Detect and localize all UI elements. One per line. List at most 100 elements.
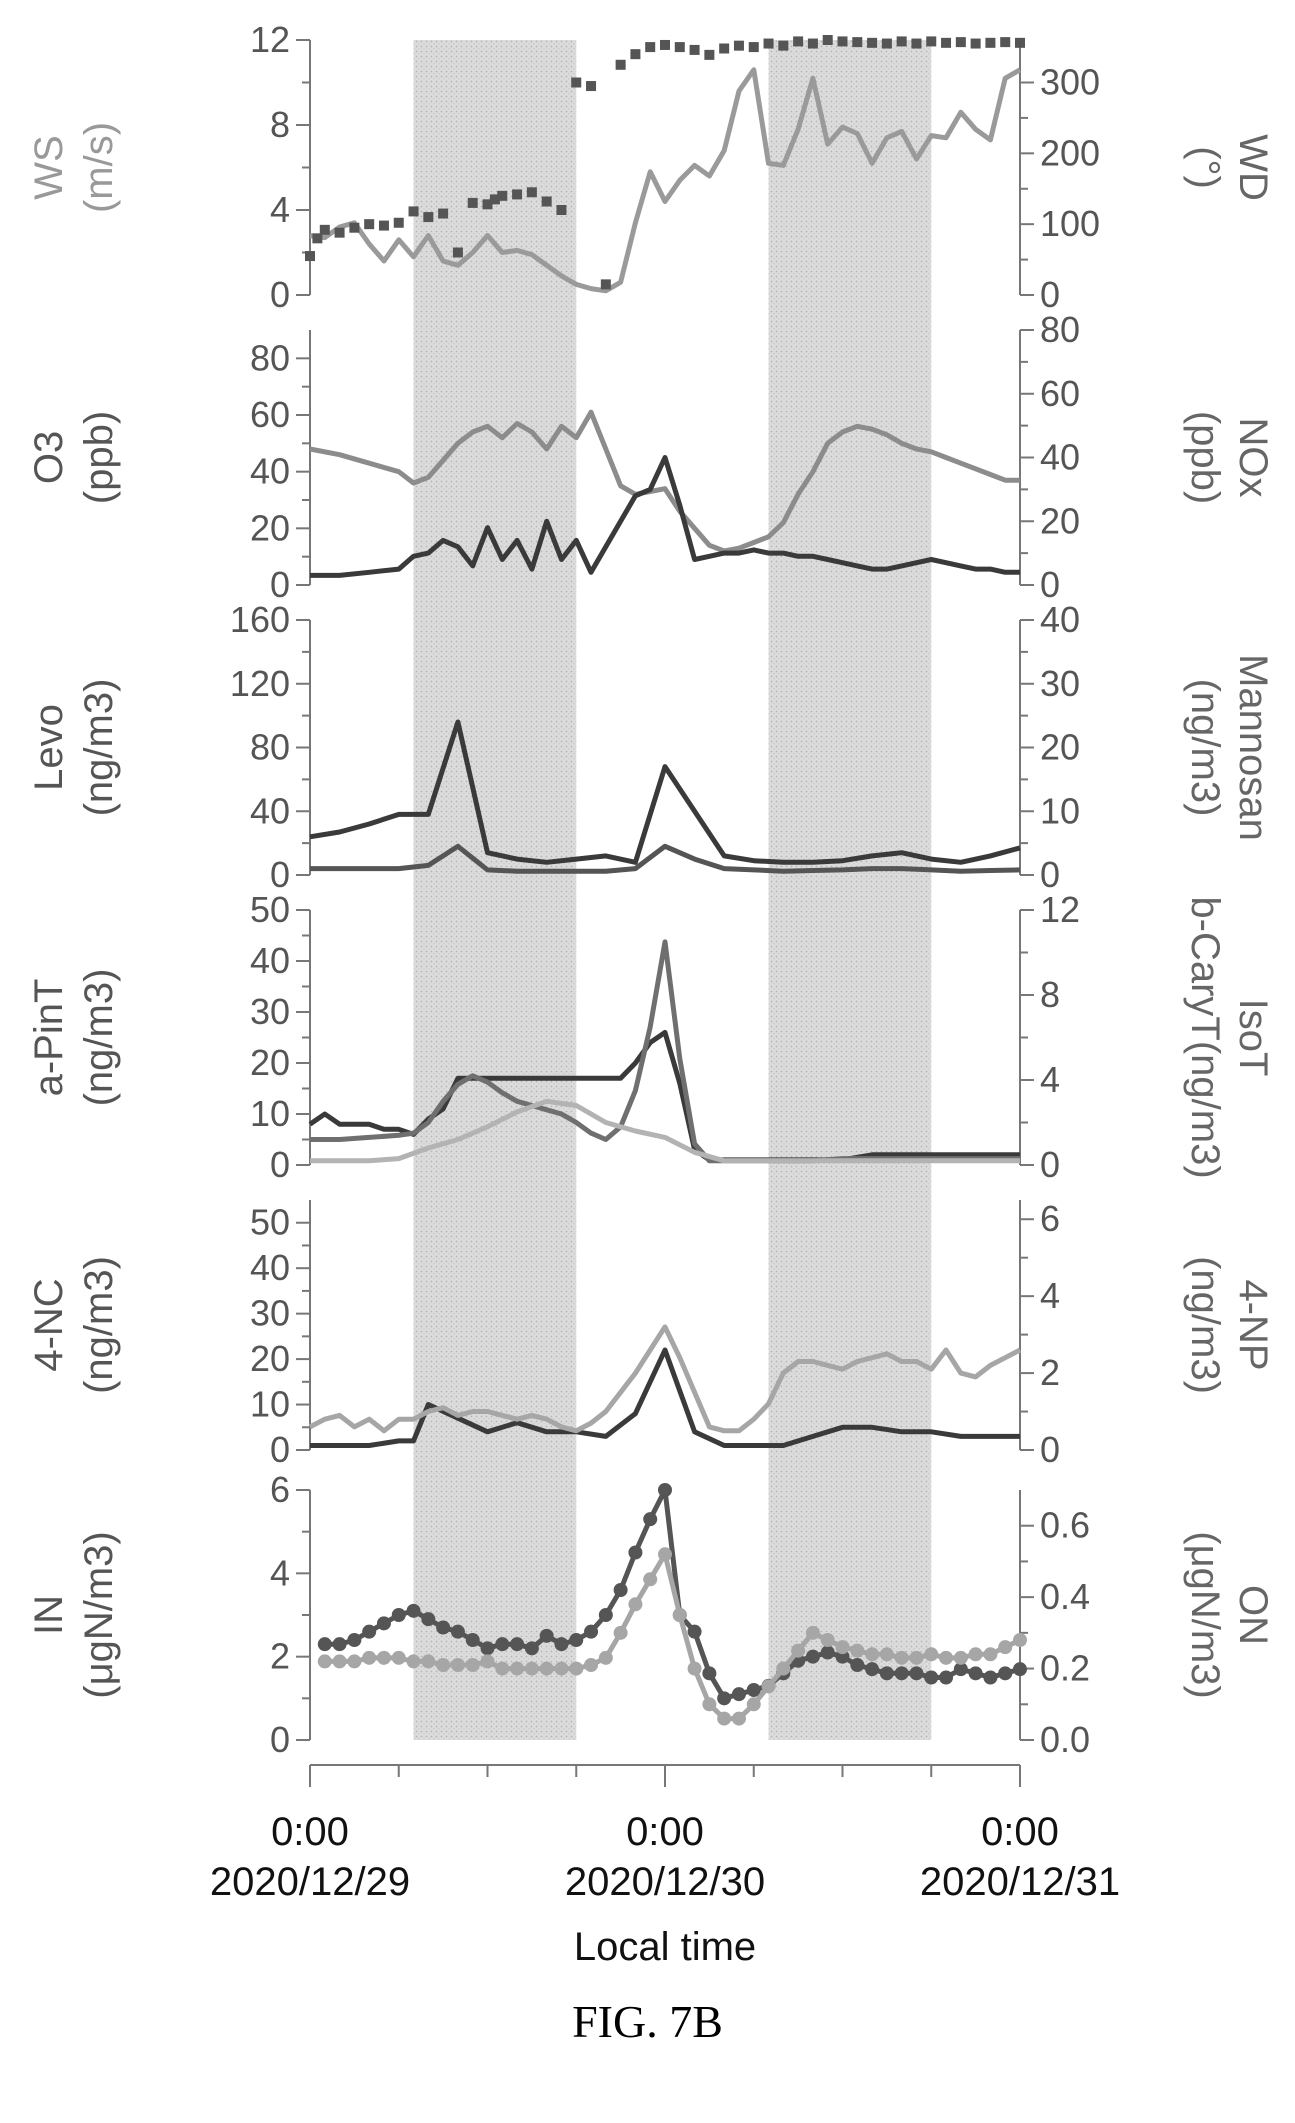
- data-point: [955, 37, 966, 48]
- right-tick-label: 40: [1040, 599, 1080, 640]
- data-point: [643, 1512, 658, 1527]
- data-point: [672, 1608, 687, 1622]
- right-axis-label: WD(°): [1183, 134, 1275, 201]
- data-point: [450, 1658, 465, 1672]
- data-point: [1015, 37, 1025, 48]
- series-line: [309, 67, 1022, 294]
- data-point: [674, 42, 685, 53]
- data-point: [909, 1666, 924, 1681]
- shaded-periods: [413, 40, 932, 1740]
- right-tick-label: 0.2: [1040, 1648, 1090, 1689]
- series-4nc-4np-2: [308, 1324, 1022, 1434]
- series-levo-mannosan-2: [310, 843, 1021, 874]
- data-point: [349, 222, 360, 233]
- left-tick-label: 40: [250, 790, 290, 831]
- data-point: [421, 1654, 436, 1669]
- data-point: [687, 1624, 702, 1639]
- data-point: [467, 197, 478, 208]
- data-point: [879, 1647, 894, 1662]
- data-point: [924, 1647, 939, 1662]
- right-tick-label: 4: [1040, 1059, 1060, 1100]
- data-point: [554, 1637, 569, 1652]
- data-point: [1000, 37, 1011, 48]
- right-tick-label: 2: [1040, 1352, 1060, 1393]
- data-point: [970, 38, 981, 49]
- data-point: [347, 1633, 362, 1647]
- data-point: [569, 1661, 584, 1676]
- data-point: [628, 1597, 643, 1612]
- left-axis-label: Levo (ng/m3): [27, 679, 121, 817]
- series-line: [309, 409, 1020, 554]
- series-o3-nox-1: [309, 409, 1020, 554]
- right-tick-label: 200: [1040, 132, 1100, 173]
- left-tick-label: 160: [230, 599, 290, 640]
- left-tick-label: 0: [270, 564, 290, 605]
- data-point: [731, 1687, 746, 1702]
- data-point: [465, 1658, 480, 1672]
- data-point: [822, 35, 833, 45]
- data-point: [953, 1662, 968, 1677]
- right-axis-label: Mannosan(ng/m3): [1183, 654, 1275, 841]
- x-tick-time: 0:00: [271, 1810, 349, 1854]
- data-point: [852, 37, 863, 48]
- data-point: [613, 1625, 628, 1640]
- data-point: [820, 1645, 835, 1660]
- x-tick-date: 2020/12/29: [210, 1860, 410, 1904]
- left-axis-label: IN (μgN/m3): [27, 1531, 121, 1699]
- series-4nc-4np-1: [310, 1347, 1020, 1448]
- data-point: [569, 1633, 584, 1647]
- left-tick-label: 8: [270, 104, 290, 145]
- panel-ws-wd: 0 4 8 12 0 100 200 300 WS (m/s) WD(°): [27, 19, 1275, 315]
- data-point: [645, 42, 656, 53]
- data-point: [911, 38, 922, 49]
- data-point: [865, 1662, 880, 1677]
- data-point: [805, 1625, 820, 1640]
- data-point: [689, 44, 700, 55]
- data-point: [556, 205, 567, 215]
- panel-levo-mannosan: 0 40 80 120 160 0 10 20 30 40 Levo (ng/m3) Mannosan(…: [27, 599, 1275, 895]
- series-o3-nox-2: [310, 455, 1020, 578]
- x-axis: 0:00 2020/12/29 0:00 2020/12/30 0:00 2020/12/…: [210, 1764, 1120, 1969]
- left-tick-label: 6: [270, 1469, 290, 1510]
- data-point: [406, 1654, 421, 1669]
- x-tick-date: 2020/12/31: [920, 1860, 1120, 1904]
- data-point: [850, 1658, 865, 1672]
- left-tick-label: 12: [250, 19, 290, 60]
- data-point: [406, 1603, 421, 1618]
- right-tick-label: 10: [1040, 790, 1080, 831]
- left-tick-label: 40: [250, 451, 290, 492]
- left-axis-label: 4-NC (ng/m3): [27, 1256, 121, 1394]
- data-point: [941, 37, 952, 48]
- series-in-on-1: [317, 1483, 1027, 1706]
- data-point: [524, 1661, 539, 1676]
- data-point: [586, 81, 597, 92]
- data-point: [480, 1654, 495, 1669]
- data-point: [658, 1483, 672, 1497]
- right-tick-label: 0: [1040, 274, 1060, 315]
- right-tick-label: 20: [1040, 727, 1080, 768]
- data-point: [319, 224, 330, 235]
- data-point: [702, 1666, 717, 1681]
- data-point: [598, 1608, 613, 1622]
- data-point: [1013, 1662, 1027, 1677]
- data-point: [719, 43, 730, 54]
- x-axis-title: Local time: [574, 1925, 756, 1969]
- figure-caption: FIG. 7B: [572, 1996, 723, 2047]
- data-point: [524, 1641, 539, 1656]
- right-tick-label: 0.0: [1040, 1719, 1090, 1760]
- data-point: [953, 1650, 968, 1665]
- data-point: [658, 1547, 672, 1562]
- data-point: [926, 36, 937, 47]
- series-line: [309, 719, 1021, 865]
- data-point: [495, 1661, 510, 1676]
- data-point: [364, 219, 375, 230]
- right-axis-label: 4-NP(ng/m3): [1183, 1256, 1275, 1394]
- left-tick-label: 40: [250, 1247, 290, 1288]
- left-tick-label: 4: [270, 1552, 290, 1593]
- data-point: [778, 40, 789, 51]
- series-in-on-2: [317, 1547, 1027, 1726]
- data-point: [305, 251, 315, 262]
- data-point: [489, 194, 500, 205]
